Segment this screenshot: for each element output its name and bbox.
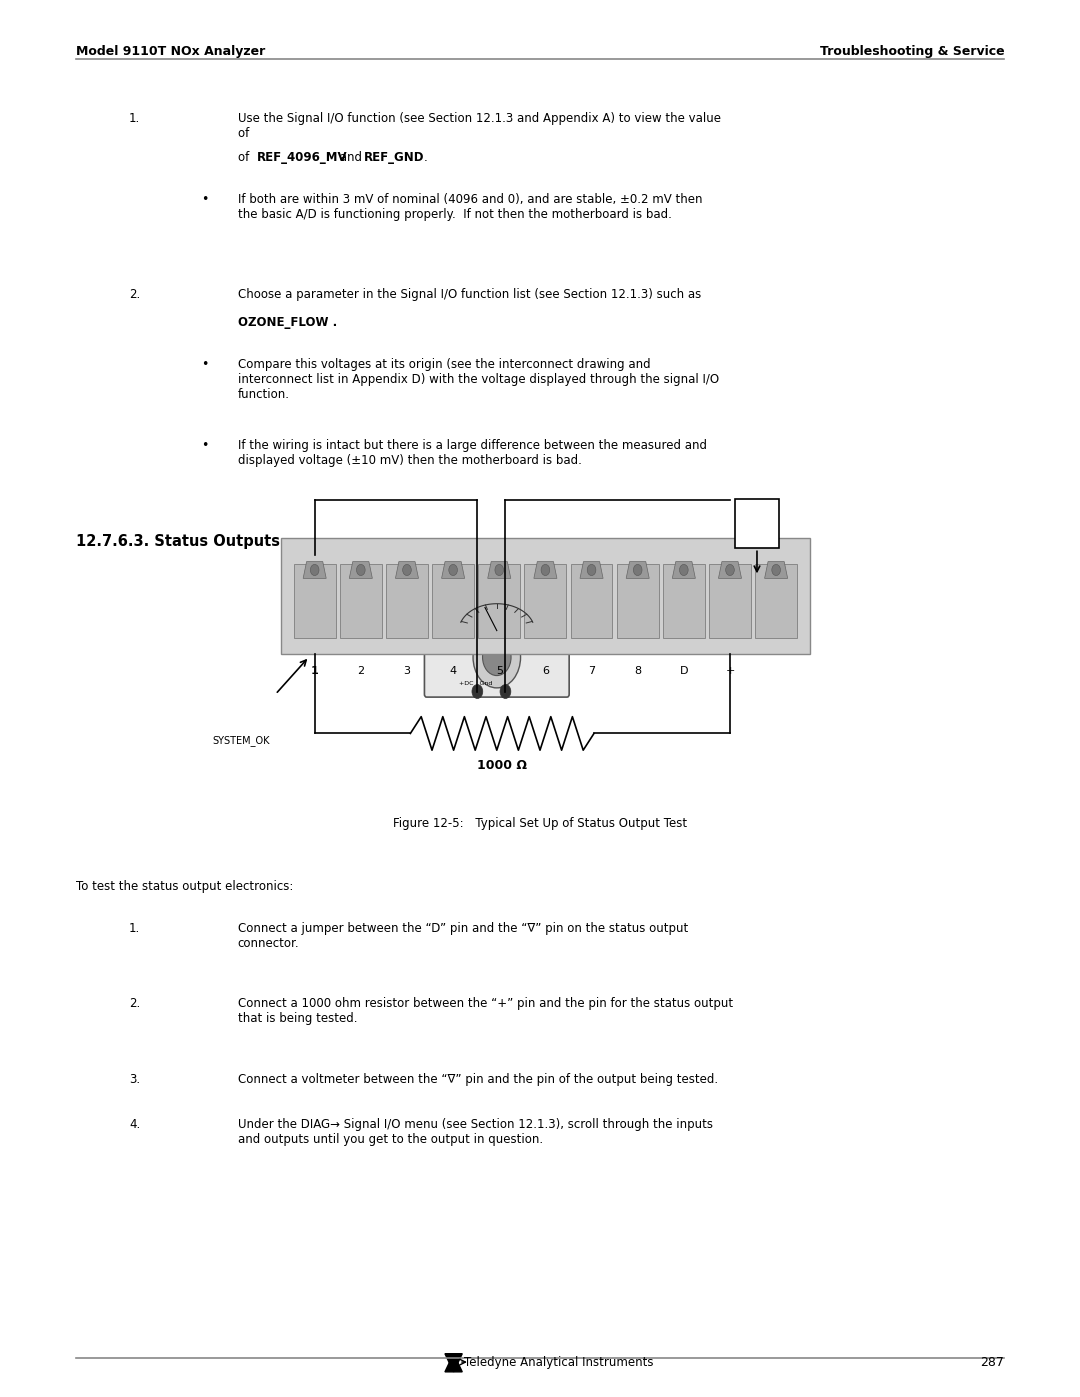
Text: 5: 5 xyxy=(496,666,503,676)
Text: 4.: 4. xyxy=(130,1118,140,1130)
Text: 287: 287 xyxy=(981,1355,1004,1369)
Circle shape xyxy=(679,564,688,576)
Text: REF_4096_MV: REF_4096_MV xyxy=(257,151,348,163)
Text: Connect a voltmeter between the “∇” pin and the pin of the output being tested.: Connect a voltmeter between the “∇” pin … xyxy=(238,1073,718,1085)
Text: •: • xyxy=(202,358,208,370)
Circle shape xyxy=(726,564,734,576)
Circle shape xyxy=(541,564,550,576)
Text: 8: 8 xyxy=(634,666,642,676)
FancyBboxPatch shape xyxy=(294,564,336,638)
Text: 2: 2 xyxy=(357,666,364,676)
Text: Use the Signal I/O function (see Section 12.1.3 and Appendix A) to view the valu: Use the Signal I/O function (see Section… xyxy=(238,112,720,140)
Circle shape xyxy=(500,685,511,698)
Text: Troubleshooting & Service: Troubleshooting & Service xyxy=(820,45,1004,57)
Text: OZONE_FLOW .: OZONE_FLOW . xyxy=(238,316,337,328)
FancyBboxPatch shape xyxy=(424,559,569,697)
Circle shape xyxy=(633,564,642,576)
Text: REF_GND: REF_GND xyxy=(364,151,424,163)
Circle shape xyxy=(473,626,521,687)
Text: To test the status output electronics:: To test the status output electronics: xyxy=(76,880,293,893)
Circle shape xyxy=(483,638,511,676)
Polygon shape xyxy=(765,562,787,578)
Text: 2.: 2. xyxy=(130,997,140,1010)
Text: Compare this voltages at its origin (see the interconnect drawing and
interconne: Compare this voltages at its origin (see… xyxy=(238,358,718,401)
Polygon shape xyxy=(445,1354,462,1372)
Text: 7: 7 xyxy=(588,666,595,676)
Text: If both are within 3 mV of nominal (4096 and 0), and are stable, ±0.2 mV then
th: If both are within 3 mV of nominal (4096… xyxy=(238,193,702,221)
Circle shape xyxy=(449,564,458,576)
Polygon shape xyxy=(580,562,603,578)
Circle shape xyxy=(403,564,411,576)
Polygon shape xyxy=(442,562,464,578)
FancyBboxPatch shape xyxy=(432,564,474,638)
Text: of: of xyxy=(238,151,253,163)
Text: Connect a jumper between the “D” pin and the “∇” pin on the status output
connec: Connect a jumper between the “D” pin and… xyxy=(238,922,688,950)
Text: +: + xyxy=(726,666,734,676)
Text: Figure 12-5: Typical Set Up of Status Output Test: Figure 12-5: Typical Set Up of Status Ou… xyxy=(393,817,687,830)
Text: 12.7.6.3. Status Outputs: 12.7.6.3. Status Outputs xyxy=(76,534,280,549)
Text: .: . xyxy=(423,151,427,163)
Text: 1: 1 xyxy=(311,666,319,676)
FancyBboxPatch shape xyxy=(570,564,612,638)
Polygon shape xyxy=(395,562,419,578)
Text: 1.: 1. xyxy=(130,922,140,935)
Polygon shape xyxy=(672,562,696,578)
Text: 1.: 1. xyxy=(130,112,140,124)
Polygon shape xyxy=(626,562,649,578)
Polygon shape xyxy=(349,562,373,578)
Text: D: D xyxy=(679,666,688,676)
FancyBboxPatch shape xyxy=(478,564,521,638)
Polygon shape xyxy=(534,562,557,578)
Text: Under the DIAG→ Signal I/O menu (see Section 12.1.3), scroll through the inputs
: Under the DIAG→ Signal I/O menu (see Sec… xyxy=(238,1118,713,1146)
Polygon shape xyxy=(488,562,511,578)
Text: 1000 Ω: 1000 Ω xyxy=(477,759,527,771)
Circle shape xyxy=(472,685,483,698)
FancyBboxPatch shape xyxy=(663,564,705,638)
Circle shape xyxy=(588,564,596,576)
Bar xyxy=(735,499,779,548)
Text: Model 9110T NOx Analyzer: Model 9110T NOx Analyzer xyxy=(76,45,265,57)
Text: 3.: 3. xyxy=(130,1073,140,1085)
Text: •: • xyxy=(202,439,208,451)
Polygon shape xyxy=(303,562,326,578)
FancyBboxPatch shape xyxy=(340,564,381,638)
Circle shape xyxy=(356,564,365,576)
FancyBboxPatch shape xyxy=(281,538,810,654)
Circle shape xyxy=(772,564,781,576)
Text: Connect a 1000 ohm resistor between the “+” pin and the pin for the status outpu: Connect a 1000 ohm resistor between the … xyxy=(238,997,732,1025)
Polygon shape xyxy=(445,1354,462,1372)
Circle shape xyxy=(310,564,319,576)
Text: and: and xyxy=(336,151,366,163)
Text: 2.: 2. xyxy=(130,288,140,300)
Text: •: • xyxy=(202,193,208,205)
Text: 3: 3 xyxy=(404,666,410,676)
Text: +DC   Gnd: +DC Gnd xyxy=(459,680,491,686)
Text: Teledyne Analytical Instruments: Teledyne Analytical Instruments xyxy=(464,1355,653,1369)
FancyBboxPatch shape xyxy=(525,564,566,638)
Text: Choose a parameter in the Signal I/O function list (see Section 12.1.3) such as: Choose a parameter in the Signal I/O fun… xyxy=(238,288,701,300)
Polygon shape xyxy=(718,562,742,578)
Text: 6: 6 xyxy=(542,666,549,676)
FancyBboxPatch shape xyxy=(617,564,659,638)
FancyBboxPatch shape xyxy=(710,564,751,638)
Text: 4: 4 xyxy=(449,666,457,676)
Text: If the wiring is intact but there is a large difference between the measured and: If the wiring is intact but there is a l… xyxy=(238,439,706,467)
Text: SYSTEM_OK: SYSTEM_OK xyxy=(213,735,270,746)
FancyBboxPatch shape xyxy=(755,564,797,638)
Circle shape xyxy=(495,564,503,576)
FancyBboxPatch shape xyxy=(386,564,428,638)
